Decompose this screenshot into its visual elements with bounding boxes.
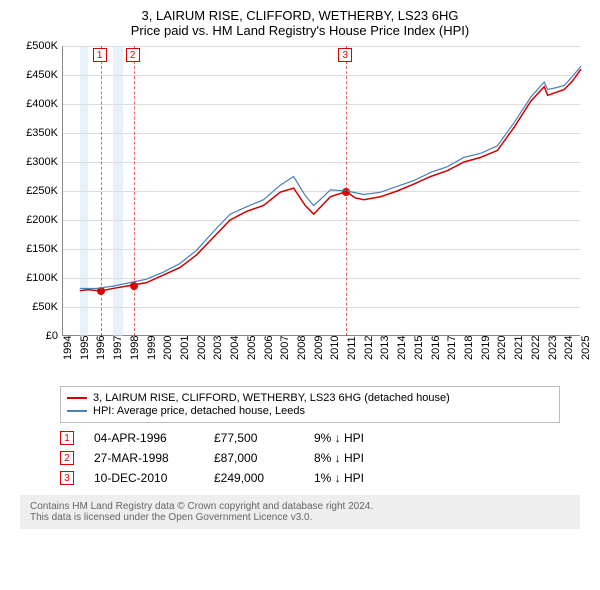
y-axis-label: £50K xyxy=(16,301,58,313)
table-row: 1 04-APR-1996 £77,500 9% ↓ HPI xyxy=(60,431,560,445)
legend: 3, LAIRUM RISE, CLIFFORD, WETHERBY, LS23… xyxy=(60,386,560,423)
row-hpi-delta: 1% ↓ HPI xyxy=(314,471,404,485)
chart-svg xyxy=(63,46,581,336)
y-axis-label: £350K xyxy=(16,127,58,139)
marker-badge: 2 xyxy=(126,48,140,62)
y-axis-label: £200K xyxy=(16,214,58,226)
row-price: £87,000 xyxy=(214,451,294,465)
y-axis-label: £400K xyxy=(16,98,58,110)
legend-swatch xyxy=(67,397,87,399)
chart-title: 3, LAIRUM RISE, CLIFFORD, WETHERBY, LS23… xyxy=(10,8,590,23)
legend-label: 3, LAIRUM RISE, CLIFFORD, WETHERBY, LS23… xyxy=(93,392,450,404)
row-marker: 3 xyxy=(60,471,74,485)
row-marker: 2 xyxy=(60,451,74,465)
row-date: 04-APR-1996 xyxy=(94,431,194,445)
row-hpi-delta: 9% ↓ HPI xyxy=(314,431,404,445)
footer-line-2: This data is licensed under the Open Gov… xyxy=(30,512,570,523)
row-price: £249,000 xyxy=(214,471,294,485)
legend-swatch xyxy=(67,410,87,412)
y-axis-label: £300K xyxy=(16,156,58,168)
plot-area xyxy=(62,46,580,336)
y-axis-label: £0 xyxy=(16,330,58,342)
y-axis-label: £250K xyxy=(16,185,58,197)
row-marker: 1 xyxy=(60,431,74,445)
y-axis-label: £150K xyxy=(16,243,58,255)
chart: £0£50K£100K£150K£200K£250K£300K£350K£400… xyxy=(20,46,580,376)
marker-badge: 3 xyxy=(338,48,352,62)
legend-label: HPI: Average price, detached house, Leed… xyxy=(93,405,305,417)
series-line xyxy=(80,66,581,288)
chart-subtitle: Price paid vs. HM Land Registry's House … xyxy=(10,23,590,38)
series-line xyxy=(80,69,581,291)
row-price: £77,500 xyxy=(214,431,294,445)
row-date: 27-MAR-1998 xyxy=(94,451,194,465)
table-row: 2 27-MAR-1998 £87,000 8% ↓ HPI xyxy=(60,451,560,465)
table-row: 3 10-DEC-2010 £249,000 1% ↓ HPI xyxy=(60,471,560,485)
row-date: 10-DEC-2010 xyxy=(94,471,194,485)
footer-line-1: Contains HM Land Registry data © Crown c… xyxy=(30,501,570,512)
x-axis-label: 2025 xyxy=(580,336,600,360)
marker-badge: 1 xyxy=(93,48,107,62)
transaction-table: 1 04-APR-1996 £77,500 9% ↓ HPI 2 27-MAR-1998 £… xyxy=(60,431,560,485)
row-hpi-delta: 8% ↓ HPI xyxy=(314,451,404,465)
footer-attribution: Contains HM Land Registry data © Crown c… xyxy=(20,495,580,529)
y-axis-label: £500K xyxy=(16,40,58,52)
y-axis-label: £450K xyxy=(16,69,58,81)
legend-item: HPI: Average price, detached house, Leed… xyxy=(67,405,553,417)
legend-item: 3, LAIRUM RISE, CLIFFORD, WETHERBY, LS23… xyxy=(67,392,553,404)
y-axis-label: £100K xyxy=(16,272,58,284)
